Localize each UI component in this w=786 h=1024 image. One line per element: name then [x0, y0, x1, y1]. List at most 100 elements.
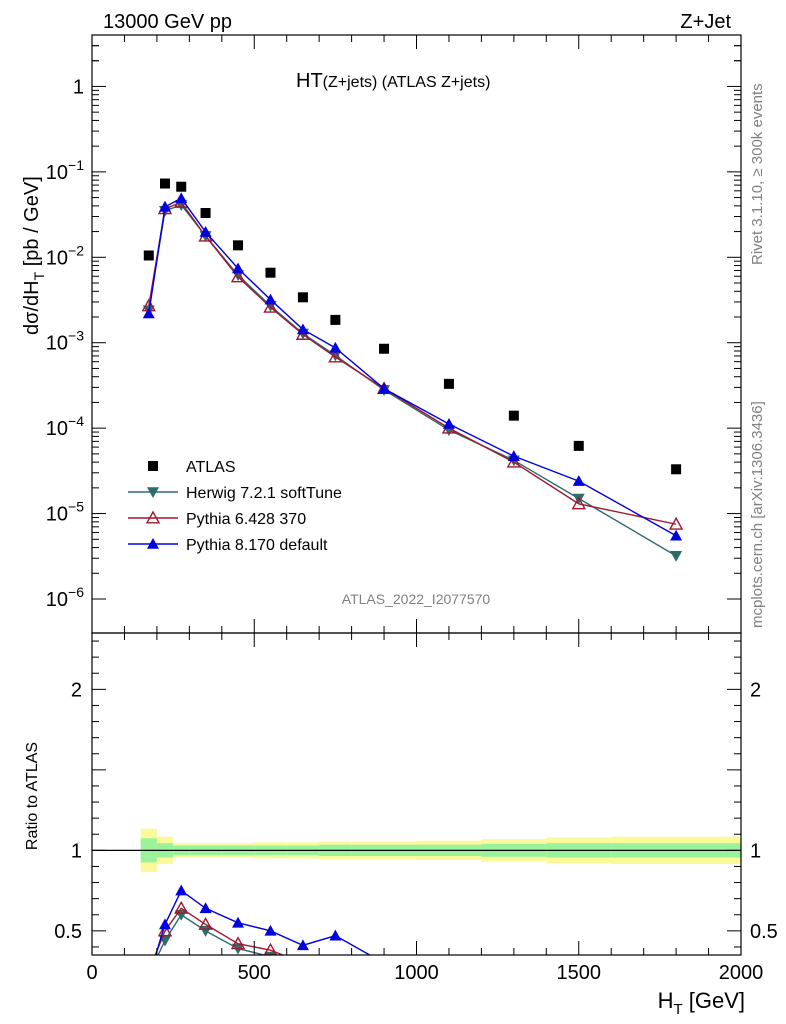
- ratio-frame: [91, 632, 742, 956]
- main-y-label-rest: [pb / GeV]: [21, 176, 43, 272]
- data-point-0: [379, 343, 390, 354]
- data-point-0: [200, 207, 211, 218]
- main-y-label: dσ/dHT [pb / GeV]: [21, 176, 47, 335]
- ratio-point-1: [670, 968, 682, 979]
- y-tick-label-exp: −3: [68, 328, 84, 344]
- legend-label: Pythia 8.170 default: [186, 537, 328, 554]
- data-point-0: [143, 250, 154, 261]
- ratio-point-1: [230, 936, 246, 950]
- ratio-point-2: [443, 957, 455, 968]
- main-y-label-sub: T: [31, 271, 47, 280]
- ratio-y-label: Ratio to ATLAS: [24, 742, 41, 850]
- ratio-y-tick-label-right: 2: [750, 679, 761, 701]
- data-point-0: [160, 178, 171, 189]
- data-point-3: [329, 341, 342, 353]
- y-tick-label-base: 10: [46, 418, 68, 440]
- data-point-3: [572, 475, 585, 486]
- ratio-panel: 0.5 0.5 1 1 2 2 0 500 1000 1500 2000: [54, 632, 778, 984]
- x-axis-label-main: H: [658, 988, 674, 1013]
- ratio-point-1: [174, 900, 189, 914]
- ratio-point-1: [443, 962, 455, 973]
- ratio-point-2: [232, 916, 245, 928]
- data-point-3: [175, 192, 188, 204]
- x-tick-label: 2000: [719, 962, 764, 984]
- ratio-point-0: [143, 970, 155, 981]
- main-title-main: HT: [296, 70, 323, 92]
- y-tick-label-exp: −2: [68, 242, 84, 258]
- data-point-0: [573, 440, 584, 451]
- data-point-0: [508, 410, 519, 421]
- process-label: Z+Jet: [680, 11, 731, 33]
- data-point-3: [142, 307, 155, 319]
- ratio-point-0: [378, 961, 390, 972]
- legend-label: ATLAS: [186, 459, 236, 476]
- main-panel: 110−110−210−310−410−510−6: [46, 34, 742, 634]
- ratio-y-tick-label: 2: [71, 679, 82, 701]
- main-title: HT(Z+jets) (ATLAS Z+jets): [296, 70, 490, 92]
- main-data: [141, 178, 684, 562]
- legend-marker: [147, 538, 159, 549]
- data-point-0: [265, 267, 276, 278]
- y-tick-label: 10−4: [46, 413, 84, 440]
- ratio-point-2: [670, 973, 682, 984]
- data-point-3: [442, 417, 455, 429]
- ratio-point-2: [329, 929, 342, 941]
- ratio-point-1: [378, 960, 390, 971]
- legend-marker: [148, 461, 158, 471]
- data-point-0: [671, 464, 682, 475]
- y-tick-label: 10−2: [46, 242, 84, 269]
- y-tick-label-base: 10: [46, 589, 68, 611]
- data-point-3: [670, 529, 683, 541]
- legend-marker: [147, 487, 159, 498]
- main-y-label-main: dσ/dH: [21, 280, 43, 335]
- y-tick-label-base: 10: [46, 333, 68, 355]
- y-tick-label: 10−5: [46, 499, 84, 526]
- ratio-point-0: [443, 965, 455, 976]
- ratio-point-1: [329, 959, 341, 970]
- y-tick-label-exp: −6: [68, 584, 84, 600]
- ratio-point-1: [143, 965, 155, 976]
- data-point-2: [263, 299, 278, 313]
- x-tick-label: 1500: [557, 962, 602, 984]
- data-point-2: [571, 496, 586, 510]
- ratio-point-0: [329, 960, 341, 971]
- legend-label: Herwig 7.2.1 softTune: [186, 485, 342, 502]
- ratio-point-0: [297, 957, 309, 968]
- ratio-point-2: [378, 957, 390, 968]
- data-point-2: [328, 349, 343, 363]
- x-tick-label: 1000: [394, 962, 439, 984]
- y-tick-label: 10−1: [46, 157, 84, 184]
- ratio-point-1: [157, 923, 173, 937]
- rivet-label: Rivet 3.1.10, ≥ 300k events: [749, 83, 766, 265]
- ratio-y-tick-label: 0.5: [54, 921, 82, 943]
- data-point-0: [330, 314, 341, 325]
- data-point-3: [199, 225, 212, 237]
- data-point-2: [506, 454, 522, 468]
- x-axis-label-rest: [GeV]: [683, 988, 745, 1013]
- ratio-point-2: [296, 939, 309, 951]
- x-axis-label: HT [GeV]: [658, 988, 745, 1018]
- data-point-0: [297, 292, 308, 303]
- legend-marker: [145, 510, 161, 524]
- mcplots-label: mcplots.cern.ch [arXiv:1306.3436]: [749, 401, 766, 628]
- ratio-point-2: [159, 918, 172, 930]
- ratio-point-2: [199, 902, 212, 914]
- ratio-data: [92, 828, 741, 984]
- data-point-2: [230, 269, 246, 283]
- data-point-1: [670, 551, 683, 562]
- data-point-3: [378, 382, 391, 394]
- data-point-0: [233, 240, 244, 251]
- y-tick-label-exp: −5: [68, 499, 84, 515]
- data-point-0: [176, 181, 187, 192]
- data-point-3: [232, 262, 245, 274]
- data-point-1: [329, 350, 342, 362]
- energy-label: 13000 GeV pp: [103, 11, 232, 33]
- ratio-point-2: [264, 924, 277, 936]
- y-tick-label-base: 10: [46, 247, 68, 269]
- ratio-point-1: [198, 916, 213, 930]
- data-point-3: [159, 200, 172, 212]
- analysis-watermark: ATLAS_2022_I2077570: [342, 591, 491, 607]
- data-point-3: [296, 323, 309, 335]
- data-point-3: [264, 293, 277, 305]
- ratio-point-2: [143, 972, 155, 983]
